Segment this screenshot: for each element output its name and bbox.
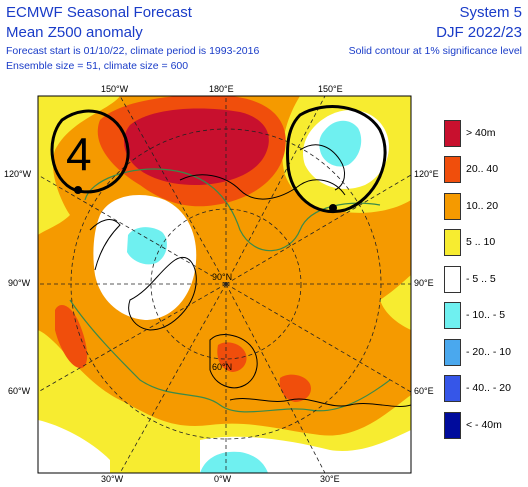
anomaly-field-gt40 bbox=[124, 108, 269, 185]
meridian-150e bbox=[225, 96, 326, 285]
anomaly-field-neg-ne bbox=[319, 120, 362, 167]
graticule bbox=[38, 96, 411, 473]
anomaly-field-20-40-east bbox=[279, 374, 311, 402]
anomaly-field-20-40-west bbox=[55, 305, 88, 369]
meridian-60w bbox=[38, 283, 227, 393]
coastline-kamchatka bbox=[299, 144, 346, 191]
anomaly-field-5-10-south bbox=[38, 330, 411, 473]
header-title: ECMWF Seasonal Forecast bbox=[6, 4, 192, 21]
hand-drawn-dot-west bbox=[74, 186, 82, 194]
meridian-150w bbox=[119, 96, 227, 285]
map-frame bbox=[37, 95, 412, 474]
legend-label-10-20: 10.. 20 bbox=[466, 200, 499, 212]
coastline-canada bbox=[89, 219, 121, 271]
lon-label-180: 180°E bbox=[209, 84, 234, 94]
lon-label-90w: 90°W bbox=[8, 278, 31, 288]
lon-label-120e: 120°E bbox=[414, 169, 439, 179]
parallel-60n bbox=[150, 208, 302, 360]
legend-swatch-neg20-40 bbox=[444, 375, 461, 402]
legend-swatch-neg5-10 bbox=[444, 302, 461, 329]
legend-label-neg5-10: - 10.. - 5 bbox=[466, 309, 506, 321]
legend-label-lt-neg40: < - 40m bbox=[466, 419, 502, 431]
legend-swatch-20-40 bbox=[444, 156, 461, 183]
coastline-scandinavia bbox=[209, 334, 258, 389]
legend-swatch-neg10-20 bbox=[444, 339, 461, 366]
meridian-120e bbox=[225, 174, 411, 285]
anomaly-field-neutral-sw bbox=[38, 420, 110, 473]
anomaly-field-20-40-europe bbox=[217, 342, 247, 372]
lon-label-60w: 60°W bbox=[8, 386, 31, 396]
coastline-eurasia bbox=[229, 398, 411, 407]
legend-swatch-neutral bbox=[444, 266, 461, 293]
header-subtitle: Mean Z500 anomaly bbox=[6, 24, 143, 41]
legend-label-gt40: > 40m bbox=[466, 127, 496, 139]
legend-swatch-gt40 bbox=[444, 120, 461, 147]
legend-label-neutral: - 5 .. 5 bbox=[466, 273, 496, 285]
lon-label-150e: 150°E bbox=[318, 84, 343, 94]
lon-label-150w: 150°W bbox=[101, 84, 129, 94]
meridian-30w bbox=[119, 283, 227, 473]
meridian-60e bbox=[225, 283, 411, 393]
legend-label-neg20-40: - 40.. - 20 bbox=[466, 382, 511, 394]
lat-label-90n: 90°N bbox=[212, 272, 233, 282]
lon-label-60e: 60°E bbox=[414, 386, 434, 396]
ensemble-size-line: Ensemble size = 51, climate size = 600 bbox=[6, 60, 189, 72]
lon-label-120w: 120°W bbox=[4, 169, 32, 179]
hand-drawn-number: 4 bbox=[66, 128, 92, 180]
anomaly-field-neg-south bbox=[200, 451, 268, 473]
anomaly-field-5-10-east bbox=[380, 275, 411, 330]
hand-drawn-dot-east bbox=[329, 204, 337, 212]
significance-contour-2 bbox=[69, 299, 391, 413]
legend-label-neg10-20: - 20.. - 10 bbox=[466, 346, 511, 358]
lon-label-0: 0°W bbox=[214, 474, 232, 484]
lon-label-30e: 30°E bbox=[320, 474, 340, 484]
legend-label-20-40: 20.. 40 bbox=[466, 163, 499, 175]
significance-note: Solid contour at 1% significance level bbox=[348, 45, 522, 57]
lon-label-90e: 90°E bbox=[414, 278, 434, 288]
hand-drawn-circle-east bbox=[286, 105, 387, 213]
anomaly-field-5-10-nw bbox=[38, 96, 120, 235]
meridian-30e bbox=[225, 283, 326, 473]
anomaly-field-neg-pole bbox=[127, 227, 167, 265]
season-label: DJF 2022/23 bbox=[436, 24, 522, 41]
legend-label-5-10: 5 .. 10 bbox=[466, 236, 496, 248]
lat-label-60n: 60°N bbox=[212, 362, 233, 372]
coastline-siberia bbox=[179, 174, 346, 200]
legend-swatch-5-10 bbox=[444, 229, 461, 256]
significance-contour-1 bbox=[84, 168, 381, 252]
lon-label-30w: 30°W bbox=[101, 474, 124, 484]
legend-swatch-10-20 bbox=[444, 193, 461, 220]
meridian-120w bbox=[38, 174, 227, 285]
forecast-start-line: Forecast start is 01/10/22, climate peri… bbox=[6, 45, 260, 57]
hand-drawn-circle-west bbox=[50, 109, 130, 194]
legend-swatch-lt-neg40 bbox=[444, 412, 461, 439]
system-label: System 5 bbox=[459, 4, 522, 21]
coastline-greenland bbox=[128, 257, 197, 331]
